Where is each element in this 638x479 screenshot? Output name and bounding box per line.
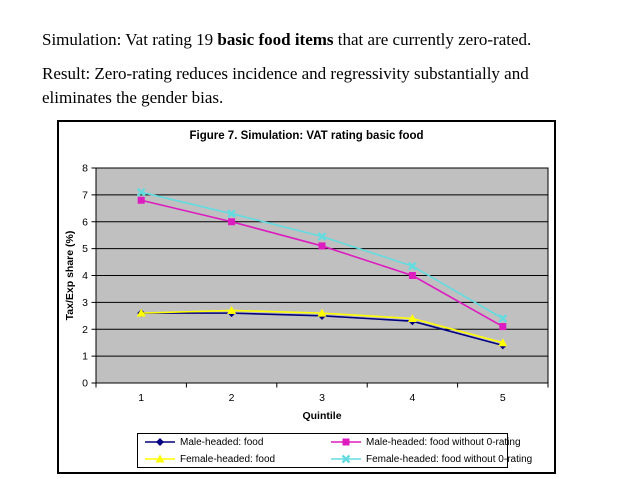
legend-label: Male-headed: food without 0-rating xyxy=(366,436,521,448)
slide-line1-suffix: that are currently zero-rated. xyxy=(333,30,532,49)
y-axis-title: Tax/Exp share (%) xyxy=(64,231,76,321)
y-tick-label: 4 xyxy=(82,270,88,282)
legend-marker-square-icon xyxy=(331,438,361,446)
marker-triangle xyxy=(407,314,417,322)
slide-text-block: Simulation: Vat rating 19 basic food ite… xyxy=(42,28,577,120)
marker-triangle xyxy=(227,305,237,314)
y-tick-label: 2 xyxy=(82,324,88,336)
marker-square xyxy=(318,242,326,250)
legend-item-0: Male-headed: food xyxy=(145,434,331,451)
legend-marker-x-icon xyxy=(331,454,361,464)
x-tick-label: 1 xyxy=(138,392,144,404)
slide-line-simulation: Simulation: Vat rating 19 basic food ite… xyxy=(42,28,577,52)
x-tick-label: 2 xyxy=(229,392,235,404)
marker-x xyxy=(498,314,508,323)
marker-triangle xyxy=(317,308,327,317)
marker-triangle xyxy=(136,308,146,317)
legend-label: Female-headed: food without 0-rating xyxy=(366,453,533,465)
legend-item-2: Female-headed: food xyxy=(145,451,331,468)
legend-item-3: Female-headed: food without 0-rating xyxy=(331,451,532,468)
marker-x xyxy=(227,209,236,219)
legend-item-1: Male-headed: food without 0-rating xyxy=(331,434,532,451)
y-tick-label: 5 xyxy=(82,243,88,255)
marker-diamond xyxy=(156,438,164,446)
slide-line1-bold: basic food items xyxy=(217,30,334,49)
x-axis-title: Quintile xyxy=(302,410,341,422)
y-tick-label: 6 xyxy=(82,216,88,228)
legend-marker-triangle-icon xyxy=(145,454,175,463)
y-tick-label: 1 xyxy=(82,351,88,363)
marker-x xyxy=(317,232,327,241)
legend-label: Male-headed: food xyxy=(180,436,264,448)
x-tick-label: 4 xyxy=(409,392,415,404)
slide-line-result: Result: Zero-rating reduces incidence an… xyxy=(42,64,529,107)
marker-square xyxy=(228,218,236,226)
y-tick-label: 3 xyxy=(82,297,88,309)
x-tick-label: 3 xyxy=(319,392,325,404)
slide-line1-prefix: Simulation: Vat rating 19 xyxy=(42,30,218,49)
marker-square xyxy=(137,196,145,204)
y-tick-label: 7 xyxy=(82,189,88,201)
marker-x xyxy=(341,454,351,464)
chart-title: Figure 7. Simulation: VAT rating basic f… xyxy=(189,130,424,142)
legend-marker-diamond-icon xyxy=(145,438,175,446)
marker-square xyxy=(342,438,350,446)
chart-plot-area: 0 1 2 3 4 5 6 7 8 1 2 3 4 5 Quintile Tax/Exp share (%) xyxy=(64,163,549,422)
marker-triangle xyxy=(155,454,165,463)
marker-x xyxy=(408,261,417,271)
legend-label: Female-headed: food xyxy=(180,453,276,465)
chart-legend: Male-headed: food Male-headed: food witho… xyxy=(137,433,532,468)
figure-box: 0 1 2 3 4 5 6 7 8 1 2 3 4 5 Quintile Tax/Exp share (%) … xyxy=(57,120,556,474)
marker-square xyxy=(408,272,416,279)
marker-square xyxy=(499,323,507,331)
y-tick-label: 8 xyxy=(82,163,88,175)
y-tick-label: 0 xyxy=(82,378,88,390)
marker-triangle xyxy=(498,338,508,347)
x-tick-label: 5 xyxy=(500,392,506,404)
marker-x xyxy=(136,187,146,197)
